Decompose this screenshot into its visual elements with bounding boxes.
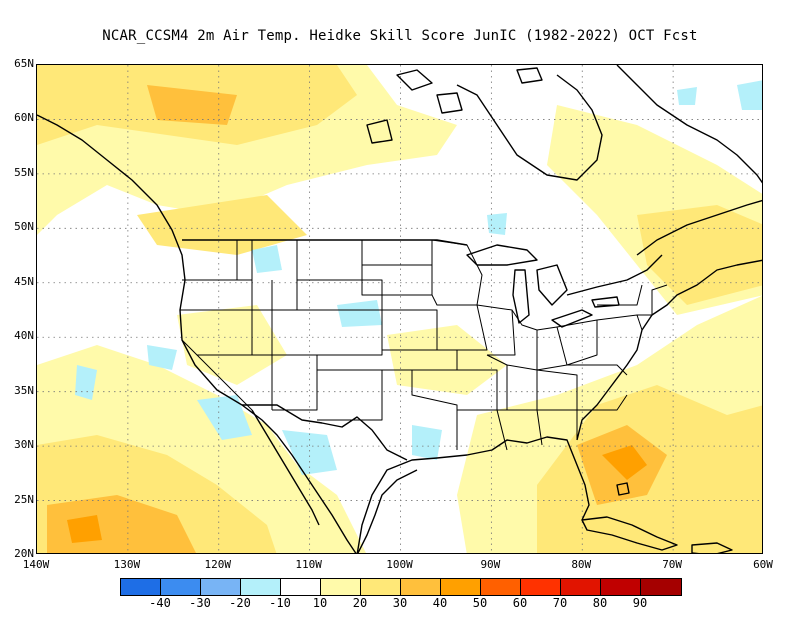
longitude-label: 100W — [386, 558, 413, 571]
arctic-island — [436, 92, 463, 114]
arctic-island — [366, 119, 393, 144]
field-area-negative — [677, 87, 697, 105]
latitude-label: 50N — [14, 220, 34, 234]
latitude-label: 40N — [14, 329, 34, 343]
cuba — [581, 516, 678, 551]
colorbar-swatch — [481, 579, 521, 595]
colorbar-swatch — [161, 579, 201, 595]
field-area-negative — [252, 245, 282, 273]
skill-score-map — [36, 64, 763, 554]
field-area-positive-max — [67, 515, 102, 543]
atlantic-coastline — [576, 259, 762, 441]
hudson-bay-coast — [456, 74, 603, 181]
latitude-label: 35N — [14, 383, 34, 397]
state-borders — [180, 239, 668, 451]
st-lawrence-coast — [636, 199, 762, 256]
field-area-positive-weak — [177, 305, 287, 385]
lake-erie — [551, 309, 593, 328]
labrador-coast — [616, 65, 762, 184]
lake-michigan — [512, 269, 530, 324]
field-area-negative — [147, 345, 177, 370]
lake-huron — [536, 264, 568, 306]
map-canvas — [37, 65, 762, 553]
field-area-negative — [75, 365, 97, 400]
latitude-label: 30N — [14, 438, 34, 452]
colorbar-swatch — [601, 579, 641, 595]
longitude-label: 70W — [662, 558, 683, 571]
longitude-label: 80W — [571, 558, 592, 571]
us-canada-border — [182, 239, 468, 246]
caribbean-island — [691, 542, 733, 553]
graticule — [37, 65, 762, 553]
latitude-label: 25N — [14, 492, 34, 506]
arctic-island — [396, 69, 433, 91]
longitude-label: 60W — [753, 558, 773, 571]
mexico-gulf-coast — [357, 469, 418, 553]
field-area-negative — [737, 80, 762, 110]
longitude-label: 110W — [295, 558, 322, 571]
colorbar-tick-label: -40 — [149, 596, 171, 610]
gulf-coastline — [356, 436, 590, 553]
field-area-negative — [412, 425, 442, 460]
longitude-label: 130W — [113, 558, 141, 571]
field-area-positive — [637, 205, 762, 305]
latitude-label: 20N — [14, 547, 34, 560]
colorbar-tick-label: -20 — [229, 596, 251, 610]
longitude-label: 120W — [204, 558, 232, 571]
colorbar-swatch — [321, 579, 361, 595]
us-canada-border-east — [566, 254, 663, 296]
field-area-positive-strong — [147, 85, 237, 125]
colorbar-swatch — [521, 579, 561, 595]
field-area-positive-weak — [387, 325, 507, 395]
colorbar-tick-label: -10 — [269, 596, 291, 610]
colorbar-swatch — [281, 579, 321, 595]
field-area-positive-max — [602, 445, 647, 480]
chart-title: NCAR_CCSM4 2m Air Temp. Heidke Skill Sco… — [102, 28, 698, 44]
longitude-label: 90W — [480, 558, 501, 571]
colorbar-swatch — [401, 579, 441, 595]
field-area-negative — [197, 395, 252, 440]
latitude-label: 65N — [14, 57, 34, 70]
lake-superior — [466, 244, 538, 266]
colorbar-swatch — [561, 579, 601, 595]
colorbar-swatch — [361, 579, 401, 595]
latitude-label: 55N — [14, 165, 34, 179]
colorbar-tick-label: 90 — [632, 596, 648, 610]
latitude-label: 45N — [14, 274, 34, 288]
field-area-negative — [337, 300, 382, 327]
skill-score-field — [37, 65, 762, 553]
colorbar-tick-label: 70 — [552, 596, 568, 610]
colorbar-swatch — [441, 579, 481, 595]
colorbar-swatch — [201, 579, 241, 595]
colorbar-swatch — [241, 579, 281, 595]
field-area-negative — [487, 213, 507, 235]
colorbar-swatch — [121, 579, 161, 595]
latitude-label: 60N — [14, 111, 34, 125]
colorbar-tick-label: 20 — [352, 596, 368, 610]
colorbar-tick-label: 50 — [472, 596, 488, 610]
arctic-island — [516, 67, 543, 84]
colorbar-tick-label: 60 — [512, 596, 528, 610]
field-area-negative — [282, 430, 337, 475]
bahamas — [616, 482, 630, 496]
colorbar — [120, 578, 682, 596]
colorbar-tick-label: 10 — [312, 596, 328, 610]
colorbar-tick-label: -30 — [189, 596, 211, 610]
colorbar-tick-label: 30 — [392, 596, 408, 610]
longitude-label: 140W — [22, 558, 50, 571]
colorbar-tick-label: 80 — [592, 596, 608, 610]
colorbar-swatch — [641, 579, 681, 595]
colorbar-tick-label: 40 — [432, 596, 448, 610]
baja-peninsula — [251, 409, 320, 526]
